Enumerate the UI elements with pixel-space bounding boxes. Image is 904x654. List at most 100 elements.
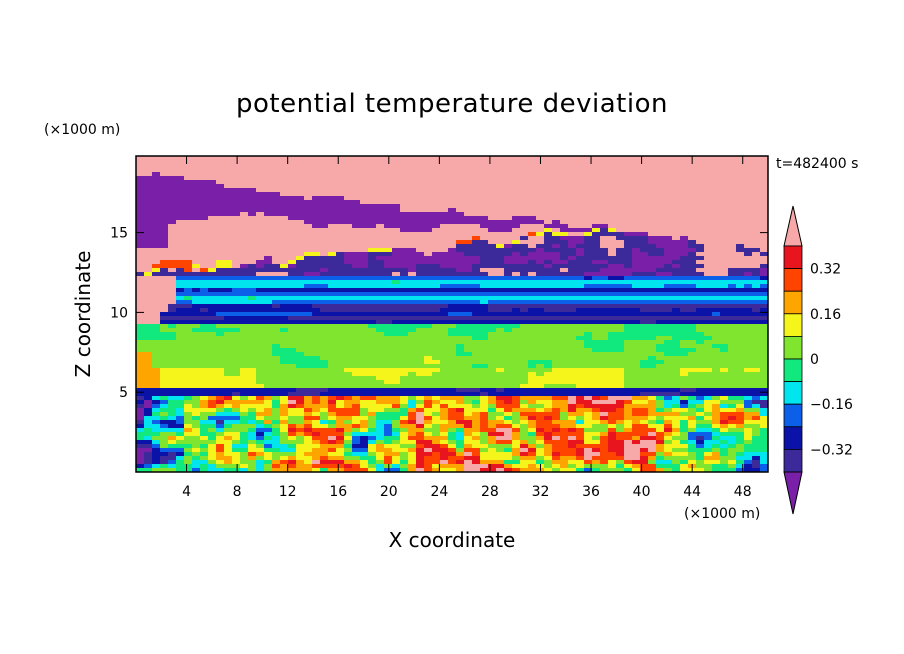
- field-cell: [176, 408, 185, 413]
- field-cell: [440, 460, 449, 465]
- field-cell: [272, 464, 281, 469]
- field-cell: [656, 348, 697, 353]
- field-cell: [344, 368, 441, 373]
- field-cell: [192, 264, 201, 269]
- field-cell: [528, 244, 537, 249]
- field-cell: [456, 408, 465, 413]
- field-cell: [648, 424, 665, 429]
- field-cell: [576, 384, 625, 389]
- field-cell: [344, 460, 361, 465]
- field-cell: [168, 324, 177, 329]
- field-cell: [208, 460, 217, 465]
- field-cell: [504, 464, 513, 469]
- field-cell: [232, 264, 241, 269]
- field-cell: [576, 248, 585, 253]
- field-cell: [200, 396, 209, 401]
- field-cell: [536, 444, 545, 449]
- field-cell: [744, 464, 753, 469]
- field-cell: [432, 416, 441, 421]
- field-cell: [624, 324, 697, 329]
- field-cell: [456, 388, 481, 393]
- field-cell: [168, 304, 193, 309]
- field-cell: [376, 376, 401, 381]
- field-cell: [544, 236, 561, 241]
- field-cell: [168, 400, 185, 405]
- field-cell: [520, 452, 529, 457]
- field-cell: [296, 348, 457, 353]
- field-cell: [528, 404, 545, 409]
- field-cell: [576, 468, 585, 472]
- field-cell: [256, 444, 265, 449]
- field-cell: [536, 428, 545, 433]
- field-cell: [304, 352, 457, 357]
- field-cell: [136, 184, 225, 189]
- field-cell: [264, 424, 273, 429]
- field-cell: [704, 404, 713, 409]
- field-cell: [280, 404, 289, 409]
- field-cell: [704, 396, 713, 401]
- field-cell: [752, 460, 761, 465]
- field-cell: [176, 296, 185, 301]
- field-cell: [576, 408, 593, 413]
- field-cell: [584, 440, 601, 445]
- field-cell: [600, 412, 609, 417]
- field-cell: [368, 436, 377, 441]
- field-cell: [456, 440, 465, 445]
- field-cell: [712, 368, 721, 373]
- field-cell: [136, 272, 145, 277]
- field-cell: [272, 408, 281, 413]
- field-cell: [136, 196, 305, 201]
- field-cell: [448, 404, 473, 409]
- field-cell: [664, 248, 697, 253]
- field-cell: [176, 324, 201, 329]
- field-cell: [712, 416, 721, 421]
- field-cell: [192, 412, 201, 417]
- field-cell: [336, 404, 345, 409]
- field-cell: [688, 244, 705, 249]
- field-cell: [520, 400, 529, 405]
- field-cell: [200, 412, 217, 417]
- field-cell: [160, 416, 169, 421]
- field-cell: [512, 468, 521, 472]
- field-cell: [384, 264, 417, 269]
- field-cell: [200, 404, 209, 409]
- field-cell: [360, 428, 369, 433]
- field-cell: [520, 416, 529, 421]
- field-cell: [464, 432, 473, 437]
- field-cell: [288, 260, 297, 265]
- field-cell: [736, 444, 745, 449]
- field-cell: [136, 220, 177, 225]
- field-cell: [512, 240, 521, 245]
- field-cell: [264, 212, 465, 217]
- field-cell: [720, 424, 729, 429]
- field-cell: [368, 252, 393, 257]
- field-cell: [408, 432, 417, 437]
- field-cell: [408, 460, 417, 465]
- field-cell: [344, 396, 353, 401]
- field-cell: [416, 264, 441, 269]
- field-cell: [248, 408, 257, 413]
- field-cell: [280, 436, 289, 441]
- field-cell: [176, 452, 185, 457]
- field-cell: [592, 336, 609, 341]
- field-cell: [256, 380, 385, 385]
- field-cell: [408, 400, 417, 405]
- field-cell: [216, 452, 225, 457]
- field-cell: [512, 428, 521, 433]
- field-cell: [200, 268, 209, 273]
- field-cell: [416, 396, 425, 401]
- field-cell: [720, 400, 745, 405]
- field-cell: [584, 236, 601, 241]
- field-cell: [488, 240, 513, 245]
- field-cell: [472, 400, 481, 405]
- field-cell: [304, 436, 313, 441]
- field-cell: [280, 396, 289, 401]
- field-cell: [656, 436, 665, 441]
- field-cell: [320, 268, 329, 273]
- field-cell: [536, 436, 545, 441]
- field-cell: [216, 440, 233, 445]
- field-cell: [280, 424, 289, 429]
- field-cell: [136, 280, 177, 285]
- field-cell: [328, 420, 337, 425]
- field-cell: [256, 416, 265, 421]
